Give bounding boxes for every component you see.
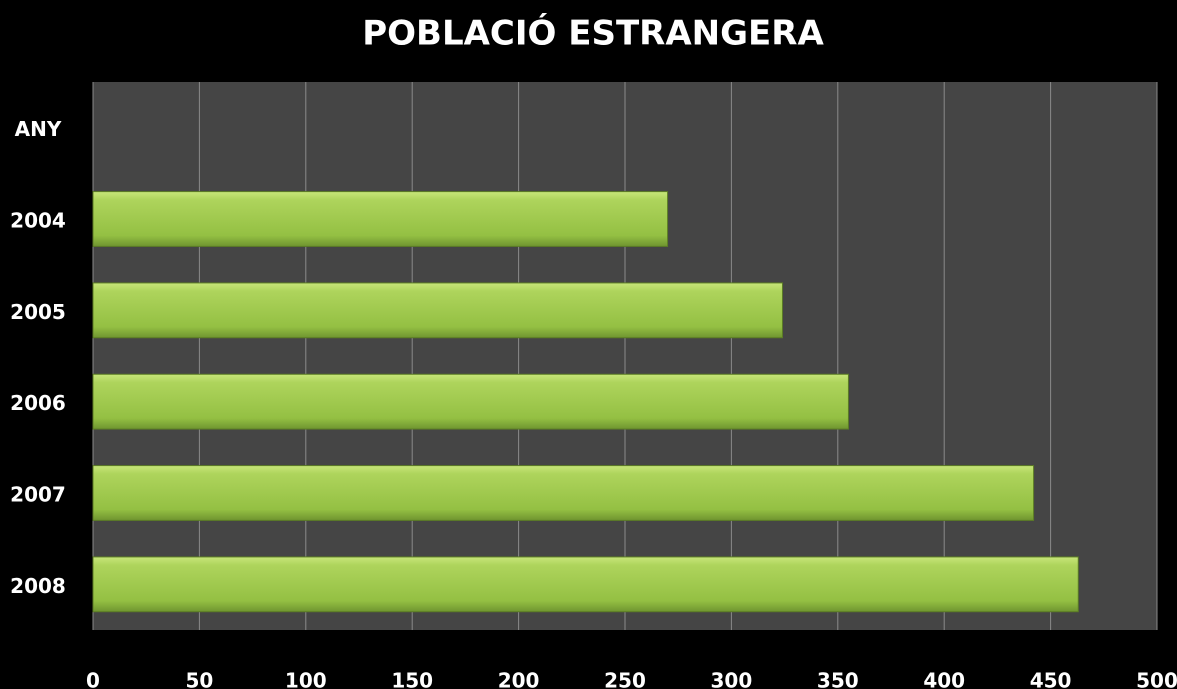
x-tick-label: 250: [604, 669, 646, 689]
y-tick-label: 2005: [10, 300, 66, 324]
bar: [92, 465, 1035, 521]
bar: [92, 191, 669, 247]
bar-group: [92, 465, 1035, 521]
x-tick-label: 300: [711, 669, 753, 689]
y-tick-label: 2004: [10, 209, 66, 233]
bar-group: [92, 282, 783, 339]
x-tick-label: 350: [817, 669, 859, 689]
x-tick-label: 150: [391, 669, 433, 689]
y-tick-label: 2006: [10, 391, 66, 415]
y-tick-label: ANY: [15, 117, 62, 141]
y-tick-label: 2007: [10, 483, 66, 507]
y-tick-label: 2008: [10, 574, 66, 598]
bar: [92, 556, 1079, 613]
bar-group: [92, 556, 1079, 613]
x-tick-label: 50: [185, 669, 213, 689]
x-tick-label: 100: [285, 669, 327, 689]
bar-group: [92, 373, 849, 430]
x-tick-label: 400: [923, 669, 965, 689]
x-tick-label: 200: [498, 669, 540, 689]
chart-title: POBLACIÓ ESTRANGERA: [362, 13, 824, 54]
bar: [92, 282, 783, 339]
bar: [92, 373, 849, 430]
bar-group: [92, 191, 669, 247]
x-tick-label: 500: [1136, 669, 1177, 689]
x-tick-label: 450: [1030, 669, 1072, 689]
x-tick-label: 0: [86, 669, 100, 689]
